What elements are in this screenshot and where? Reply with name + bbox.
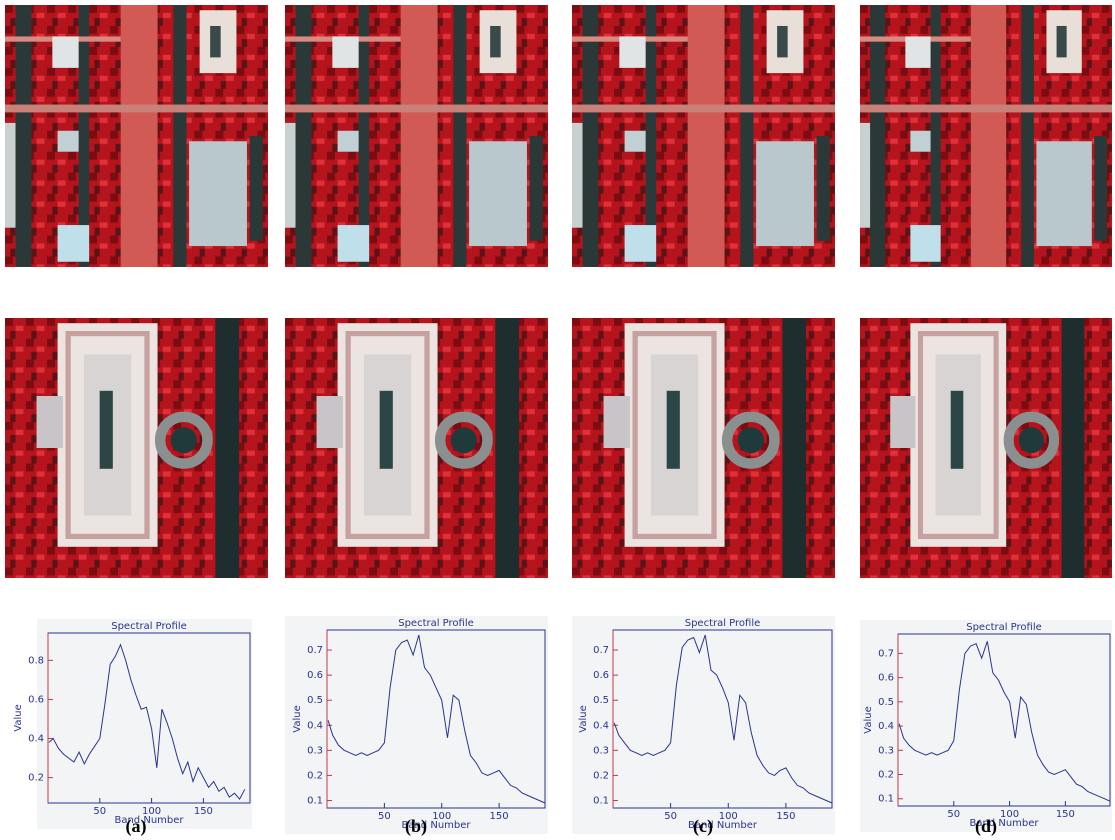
chart-title: Spectral Profile: [685, 618, 761, 629]
chart-background: [572, 616, 835, 834]
data-line: [613, 634, 833, 804]
y-tick-label: 0.3: [878, 745, 894, 756]
chart-background: [37, 619, 252, 829]
spectral-chart: 0.1 0.2 0.3 0.4 0.5 0.6 0.7 50 100 150 Spectral Pr…: [285, 616, 548, 834]
y-tick-label: 0.6: [593, 670, 609, 681]
y-tick-label: 0.6: [307, 670, 323, 681]
panel-label: (a): [126, 816, 147, 837]
image: [860, 318, 1112, 578]
y-tick-label: 0.7: [593, 645, 609, 656]
y-tick-label: 0.3: [593, 745, 609, 756]
y-tick-label: 0.4: [878, 721, 894, 732]
x-tick-label: 150: [490, 811, 509, 822]
chart-background: [285, 616, 548, 834]
chart-title: Spectral Profile: [966, 622, 1042, 633]
y-tick-label: 0.2: [28, 773, 44, 784]
data-line: [48, 643, 246, 800]
y-tick-label: 0.1: [878, 794, 894, 805]
x-axis-label: Band Number: [969, 818, 1039, 829]
image: [5, 318, 268, 578]
y-tick-label: 0.6: [28, 694, 44, 705]
y-tick-label: 0.7: [878, 648, 894, 659]
y-tick-label: 0.3: [307, 745, 323, 756]
x-tick-label: 50: [947, 809, 960, 820]
y-tick-label: 0.2: [878, 770, 894, 781]
y-tick-label: 0.1: [307, 795, 323, 806]
y-axis-label: Value: [863, 706, 874, 733]
y-tick-label: 0.1: [593, 795, 609, 806]
y-axis-label: Value: [578, 705, 589, 732]
y-tick-label: 0.7: [307, 645, 323, 656]
x-tick-label: 100: [719, 811, 738, 822]
y-tick-label: 0.6: [878, 673, 894, 684]
y-tick-label: 0.5: [307, 695, 323, 706]
y-tick-label: 0.2: [593, 770, 609, 781]
x-axis-label: Band Number: [401, 820, 471, 831]
y-tick-label: 0.5: [593, 695, 609, 706]
spectral-chart: 0.1 0.2 0.3 0.4 0.5 0.6 0.7 50 100 150 Spectral Pr…: [860, 620, 1112, 832]
image: [285, 318, 548, 578]
x-tick-label: 150: [194, 806, 213, 817]
image: [285, 5, 548, 267]
y-tick-label: 0.2: [307, 770, 323, 781]
image: [572, 5, 835, 267]
image: [860, 5, 1112, 267]
chart-title: Spectral Profile: [111, 621, 187, 632]
y-tick-label: 0.4: [307, 720, 323, 731]
data-line: [898, 641, 1111, 802]
y-tick-label: 0.8: [28, 655, 44, 666]
x-tick-label: 50: [378, 811, 391, 822]
x-tick-label: 150: [1056, 809, 1075, 820]
spectral-chart: 0.1 0.2 0.3 0.4 0.5 0.6 0.7 50 100 150 Spectral Pr…: [572, 616, 835, 834]
x-axis-label: Band Number: [114, 815, 184, 826]
x-tick-label: 100: [142, 806, 161, 817]
y-tick-label: 0.5: [878, 697, 894, 708]
x-tick-label: 50: [664, 811, 677, 822]
spectral-chart: 0.2 0.4 0.6 0.8 50 100 150 Spectral Profile Band…: [13, 619, 252, 829]
y-tick-label: 0.4: [28, 734, 44, 745]
images: [5, 5, 1112, 578]
x-tick-label: 50: [93, 806, 106, 817]
panel-label: (d): [975, 816, 997, 837]
panel-label: (c): [693, 816, 713, 837]
image: [572, 318, 835, 578]
y-axis-label: Value: [292, 705, 303, 732]
image: [5, 5, 268, 267]
y-axis-label: Value: [13, 704, 24, 731]
panel-label: (b): [405, 816, 427, 837]
x-tick-label: 100: [432, 811, 451, 822]
data-line: [327, 634, 546, 804]
x-axis-label: Band Number: [688, 820, 758, 831]
chart-title: Spectral Profile: [398, 618, 474, 629]
x-tick-label: 150: [776, 811, 795, 822]
x-tick-label: 100: [1000, 809, 1019, 820]
y-tick-label: 0.4: [593, 720, 609, 731]
